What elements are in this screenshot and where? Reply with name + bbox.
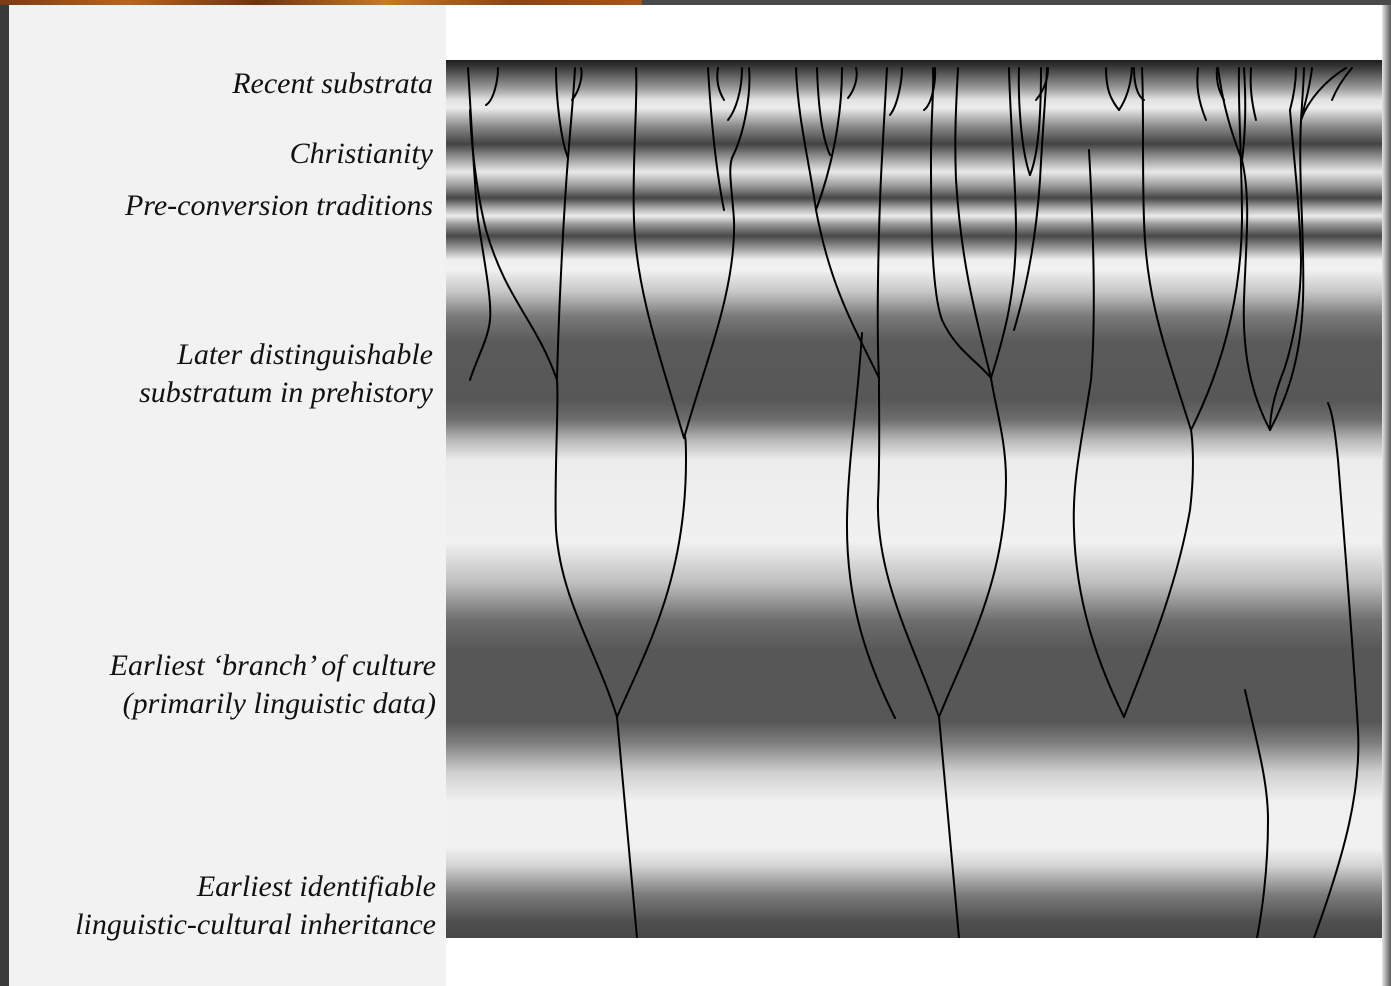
branch-line (876, 67, 888, 379)
branch-line (1269, 67, 1305, 431)
layer-label-recent-substrata: Recent substrata (232, 67, 433, 100)
branch-line (876, 377, 940, 718)
branch-line (1313, 402, 1360, 938)
branch-line (1105, 67, 1120, 111)
branch-line (1035, 67, 1049, 101)
decorative-top-strip (0, 0, 642, 5)
branch-line (889, 67, 903, 116)
branch-line (1249, 67, 1257, 121)
branch-line (469, 109, 558, 381)
branch-line (1244, 689, 1270, 938)
branch-line (816, 67, 831, 156)
branch-line (1190, 67, 1244, 431)
branch-line (847, 67, 858, 99)
branch-line (795, 67, 880, 379)
top-border (642, 0, 1391, 5)
branch-line (845, 332, 896, 719)
branch-line (929, 67, 992, 379)
branch-line (616, 434, 688, 718)
branch-line (616, 716, 638, 938)
branch-line (1141, 67, 1192, 431)
branch-line (938, 377, 1008, 718)
branch-line (485, 67, 499, 106)
branch-line (632, 67, 685, 439)
branch-line (731, 67, 751, 159)
branch-line (1331, 67, 1353, 101)
branch-line (1241, 159, 1271, 431)
branch-line (1013, 67, 1048, 331)
layer-label-pre-conversion: Pre-conversion traditions (124, 189, 433, 222)
branch-line (1269, 109, 1303, 431)
branching-lines (467, 67, 1360, 938)
branch-line (707, 67, 725, 211)
branch-line (990, 67, 1018, 379)
branch-line (1029, 67, 1042, 176)
branch-line (554, 379, 618, 718)
branch-line (1133, 67, 1145, 101)
branch-line (467, 67, 492, 381)
branch-line (1300, 67, 1313, 121)
branch-line (1123, 429, 1194, 718)
branch-line (1215, 67, 1225, 101)
stratigraphy-diagram (446, 60, 1382, 938)
right-window-edge (1382, 5, 1391, 986)
branch-line (938, 716, 960, 938)
branch-line (571, 67, 583, 101)
branch-line (555, 67, 569, 159)
branch-line (1217, 67, 1243, 161)
branch-line (716, 67, 725, 101)
branch-line (923, 67, 937, 111)
branch-line (1118, 67, 1133, 111)
branch-line (1072, 149, 1125, 718)
branch-line (954, 67, 992, 379)
branch-line (1196, 67, 1207, 121)
branch-line (1017, 67, 1031, 176)
layer-label-earliest-inheritance: Earliest identifiable linguistic-cultura… (75, 870, 436, 941)
layer-label-christianity: Christianity (289, 137, 433, 170)
layer-label-later-substratum: Later distinguishable substratum in preh… (139, 338, 433, 409)
layer-label-earliest-branch: Earliest ‘branch’ of culture (primarily … (109, 649, 436, 720)
branch-line (727, 67, 743, 121)
branch-line (1241, 67, 1247, 161)
branch-line (815, 67, 843, 211)
branch-line (1289, 67, 1297, 111)
branch-line (683, 157, 736, 439)
layer-labels-panel: Recent substrata Christianity Pre-conver… (9, 5, 446, 986)
slide-page: Recent substrata Christianity Pre-conver… (9, 5, 1382, 986)
